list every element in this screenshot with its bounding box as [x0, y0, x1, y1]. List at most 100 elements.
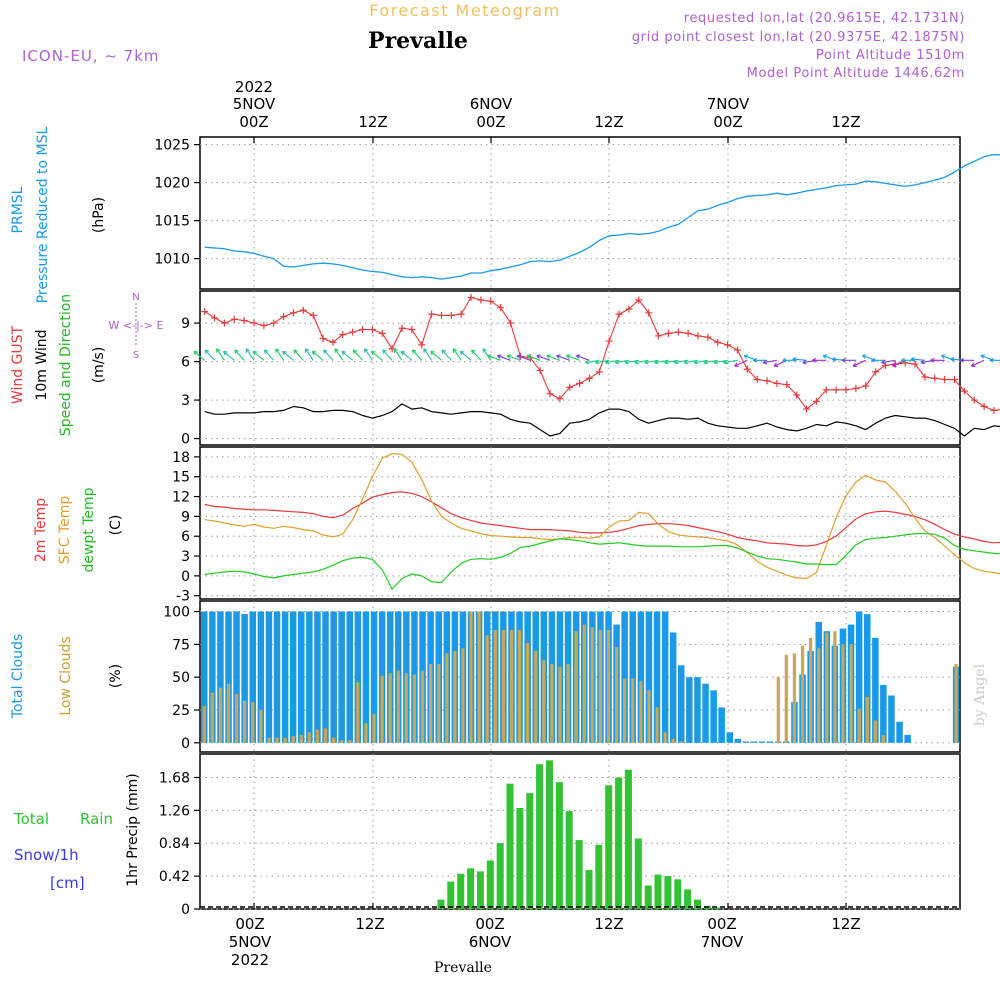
- top-time-label: 00Z: [476, 113, 505, 131]
- precip-bar: [634, 838, 642, 909]
- y-tick-label: 0.42: [159, 869, 190, 885]
- wind-direction-arrow: [516, 354, 531, 361]
- total-cloud-bar: [225, 611, 232, 743]
- low-cloud-bar: [776, 677, 780, 743]
- y-tick-label: 9: [181, 316, 190, 332]
- total-cloud-bar: [289, 611, 297, 743]
- bottom-time-label: 00Z: [235, 915, 264, 933]
- gust-marker: [576, 379, 584, 387]
- low-cloud-bar: [291, 736, 295, 743]
- compass-w-e: W <-|-> E: [109, 319, 164, 332]
- gust-marker: [536, 367, 544, 375]
- total-cloud-bar: [767, 741, 774, 743]
- gust-marker: [418, 341, 426, 349]
- total-cloud-bar: [346, 611, 353, 743]
- low-cloud-bar: [364, 723, 368, 743]
- gust-marker: [467, 293, 475, 301]
- low-cloud-bar: [800, 645, 805, 743]
- low-cloud-bar: [202, 706, 206, 743]
- y-tick-label: 6: [181, 529, 190, 545]
- gust-marker: [546, 390, 554, 398]
- gust-marker: [921, 373, 929, 381]
- gust-marker: [595, 368, 603, 376]
- y-tick-label: 3: [181, 549, 190, 565]
- pressure-panel: 1010 1015 1020 1025: [154, 136, 961, 290]
- gust-marker: [289, 309, 297, 317]
- model-point-altitude: Model Point Altitude 1446.62m: [747, 66, 965, 81]
- wind-direction-arrow: [216, 348, 225, 361]
- y-tick-label: 1010: [154, 252, 190, 268]
- y-tick-label: 0: [181, 569, 190, 585]
- watermark: by Angel: [972, 663, 988, 726]
- top-time-label: 12Z: [831, 113, 860, 131]
- low-cloud-bar: [275, 737, 279, 743]
- series-2m-temp: [204, 491, 1000, 547]
- gust-marker: [674, 328, 682, 336]
- cloud-panel-labels: Total Clouds Low Clouds (%): [10, 634, 124, 719]
- gust-marker: [694, 332, 702, 340]
- y-tick-label: 100: [163, 605, 190, 621]
- low-cloud-bar: [590, 627, 594, 743]
- precip-bar: [467, 868, 475, 909]
- gust-marker: [220, 319, 228, 327]
- low-cloud-bar: [809, 637, 813, 743]
- low-cloud-bar: [509, 629, 514, 743]
- top-time-label: 00Z: [713, 113, 742, 131]
- gust-marker: [398, 324, 406, 332]
- gust-marker: [911, 360, 919, 368]
- wind-direction-arrow: [654, 359, 669, 365]
- wind-direction-arrow: [252, 350, 265, 361]
- low-cloud-bar: [348, 740, 352, 743]
- precip-bar: [486, 860, 494, 909]
- low-cloud-bar: [550, 664, 554, 743]
- gust-marker: [368, 326, 376, 333]
- wind-direction-arrow: [752, 357, 768, 363]
- wind-direction-arrow: [496, 354, 511, 361]
- gust-marker: [201, 308, 209, 316]
- gust-marker: [437, 311, 445, 319]
- low-cloud-bar: [323, 728, 328, 743]
- gust-marker: [625, 305, 633, 313]
- gust-marker: [359, 326, 367, 333]
- y-tick-label: 0: [181, 736, 190, 752]
- gust-marker: [329, 338, 337, 346]
- total-cloud-bar: [661, 611, 669, 743]
- precip-bar: [615, 777, 623, 909]
- total-cloud-bar: [637, 611, 645, 743]
- gust-marker: [733, 346, 741, 354]
- precip-bar: [565, 811, 573, 909]
- top-time-label: 00Z: [239, 113, 268, 131]
- low-cloud-bar: [210, 692, 214, 743]
- low-cloud-bar: [299, 734, 303, 743]
- total-cloud-bar: [694, 677, 701, 743]
- requested-point: requested lon,lat (20.9615E, 42.1731N): [684, 11, 965, 26]
- total-cloud-bar: [904, 734, 911, 743]
- precip-bar: [575, 840, 583, 909]
- total-cloud-bar: [629, 611, 636, 743]
- low-cloud-bar: [485, 635, 489, 743]
- total-cloud-bar: [281, 611, 289, 743]
- wind-direction-arrow: [595, 359, 610, 365]
- top-time-label: 12Z: [358, 113, 387, 131]
- total-cloud-bar: [209, 611, 216, 743]
- low-cloud-bar: [517, 629, 522, 743]
- panels-layer: 1010 1015 1020 1025 0 3 6 9 -3 0 3 6 9 12 15 18 0 25 50 75 1…: [154, 136, 1000, 918]
- wind-direction-arrow: [960, 357, 975, 363]
- gust-marker: [803, 405, 811, 413]
- low-cloud-bar: [332, 737, 336, 743]
- gust-marker: [842, 386, 850, 394]
- y-tick-label: 75: [172, 637, 190, 653]
- wind-direction-arrow: [762, 359, 777, 365]
- total-cloud-bar: [330, 611, 337, 743]
- temp-2m-label: 2m Temp: [33, 498, 49, 562]
- top-time-label: 12Z: [594, 113, 623, 131]
- y-tick-label: 1.68: [159, 770, 190, 786]
- total-cloud-bar: [669, 632, 677, 743]
- gust-marker: [319, 334, 327, 342]
- total-cloud-bar: [645, 611, 653, 743]
- low-cloud-bar: [849, 644, 853, 743]
- wind-direction-arrow: [506, 354, 521, 361]
- low-cloud-bar: [865, 696, 869, 743]
- precip-bar: [605, 785, 613, 909]
- low-cloud-bar: [623, 678, 627, 743]
